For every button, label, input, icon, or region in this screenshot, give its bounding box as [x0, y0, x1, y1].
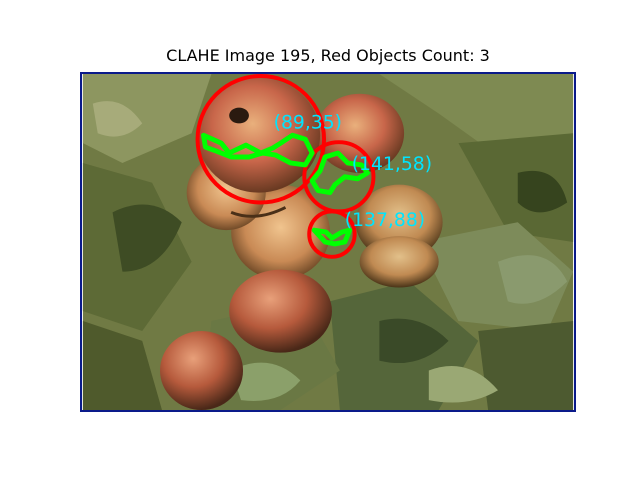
detection-circle-1	[195, 74, 327, 205]
coordinate-labels: (89,35) (141,58) (137,88)	[274, 112, 432, 231]
leaves	[82, 74, 574, 410]
detection-circles	[195, 74, 376, 259]
object-contours	[201, 132, 370, 247]
contour-3	[311, 227, 353, 247]
apples	[160, 77, 443, 410]
detection-label-2: (141,58)	[352, 154, 432, 175]
contour-2	[309, 150, 370, 196]
clahe-apple-image: (89,35) (141,58) (137,88)	[82, 74, 574, 410]
figure-title: CLAHE Image 195, Red Objects Count: 3	[166, 46, 490, 65]
detection-circle-3	[307, 209, 357, 259]
detection-label-3: (137,88)	[345, 210, 425, 231]
detection-label-1: (89,35)	[274, 112, 342, 133]
image-frame: (89,35) (141,58) (137,88)	[80, 72, 576, 412]
contour-1	[201, 132, 315, 168]
